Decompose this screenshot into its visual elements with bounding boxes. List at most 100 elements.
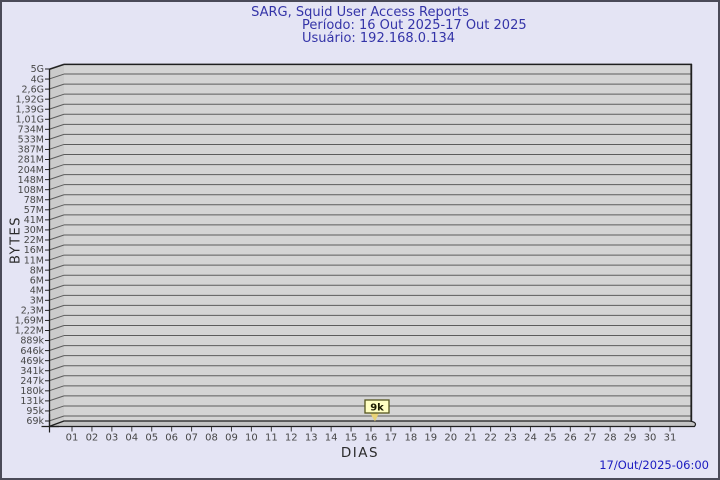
wall-gridline [48,415,65,422]
y-axis-title: BYTES [8,215,24,265]
y-tick-label: 22M [24,235,44,246]
y-tick-label: 1,69M [15,316,44,327]
y-tick-label: 734M [18,125,44,136]
wall-gridline [48,194,65,201]
wall-gridline [48,123,65,130]
x-tick-label: 19 [424,433,437,444]
wall-gridline [48,73,65,80]
wall-gridline [48,395,65,402]
y-tick-label: 204M [18,165,44,176]
wall-gridline [48,335,65,342]
wall-gridline [48,133,65,140]
wall-gridline [48,143,65,150]
x-tick-label: 08 [205,433,218,444]
x-tick-label: 03 [105,433,118,444]
wall-gridline [48,113,65,120]
y-tick-label: 30M [24,225,44,236]
x-tick-label: 23 [504,433,517,444]
wall-gridline [48,264,65,271]
x-tick-label: 30 [644,433,657,444]
y-tick-label: 6M [30,275,44,286]
wall-gridline [48,224,65,231]
y-tick-label: 533M [18,135,44,146]
y-tick-label: 78M [24,195,44,206]
wall-gridline [48,83,65,90]
x-tick-label: 27 [584,433,597,444]
chart-plot-area [64,64,692,421]
x-tick-label: 01 [66,433,79,444]
x-tick-label: 06 [165,433,178,444]
y-tick-label: 131k [20,396,44,407]
wall-gridline [48,385,65,392]
wall-gridline [48,365,65,372]
wall-gridline [48,164,65,171]
wall-gridline [48,214,65,221]
y-tick-label: 1,39G [15,104,44,115]
x-tick-label: 02 [86,433,99,444]
y-tick-label: 8M [30,265,44,276]
x-tick-label: 21 [464,433,477,444]
x-tick-label: 05 [145,433,158,444]
wall-gridline [48,274,65,281]
y-tick-label: 41M [24,215,44,226]
wall-gridline [48,103,65,110]
wall-gridline [48,184,65,191]
x-tick-label: 24 [524,433,537,444]
y-tick-label: 281M [18,155,44,166]
report-period: Período: 16 Out 2025-17 Out 2025 [302,18,527,33]
y-tick-label: 16M [24,245,44,256]
y-tick-label: 1,92G [15,94,44,105]
y-tick-label: 341k [20,366,44,377]
x-tick-label: 20 [444,433,457,444]
wall-gridline [48,244,65,251]
x-tick-label: 25 [544,433,557,444]
y-tick-label: 3M [30,296,44,307]
y-tick-label: 148M [18,175,44,186]
wall-gridline [48,254,65,261]
wall-gridline [48,93,65,100]
wall-gridline [48,355,65,362]
wall-gridline [48,204,65,211]
y-tick-label: 2,3M [21,306,44,317]
page-title: SARG, Squid User Access Reports [251,5,469,20]
chart-left-wall [49,64,64,426]
chart-floor [48,420,697,428]
wall-gridline [48,314,65,321]
y-tick-label: 95k [26,406,44,417]
annotation-box [364,399,390,414]
wall-gridline [48,154,65,160]
wall-top-edge [48,63,65,71]
x-tick-label: 31 [664,433,677,444]
x-tick-label: 04 [125,433,138,444]
wall-gridline [48,294,65,301]
x-tick-label: 28 [604,433,617,444]
generation-timestamp: 17/Out/2025-06:00 [599,458,709,472]
wall-gridline [48,234,65,241]
x-tick-label: 12 [285,433,298,444]
x-tick-label: 22 [484,433,497,444]
x-tick-label: 16 [365,433,378,444]
y-tick-label: 247k [20,376,44,387]
wall-gridline [48,405,65,412]
wall-gridline [48,375,65,382]
x-tick-label: 14 [325,433,338,444]
x-tick-label: 10 [245,433,258,444]
x-tick-label: 18 [404,433,417,444]
y-tick-label: 57M [24,205,44,216]
wall-gridline [48,284,65,291]
y-tick-label: 180k [20,386,44,397]
x-tick-label: 17 [385,433,398,444]
y-tick-label: 11M [24,255,44,266]
annotation-value-label: 9k [370,402,384,413]
x-tick-label: 07 [185,433,198,444]
y-tick-label: 4G [31,74,44,85]
x-tick-label: 15 [345,433,358,444]
wall-gridline [48,325,65,331]
annotation-pointer [369,413,379,422]
y-tick-label: 5G [31,64,44,75]
x-axis-title: DIAS [340,445,380,461]
x-tick-label: 09 [225,433,238,444]
y-tick-label: 646k [20,346,44,357]
